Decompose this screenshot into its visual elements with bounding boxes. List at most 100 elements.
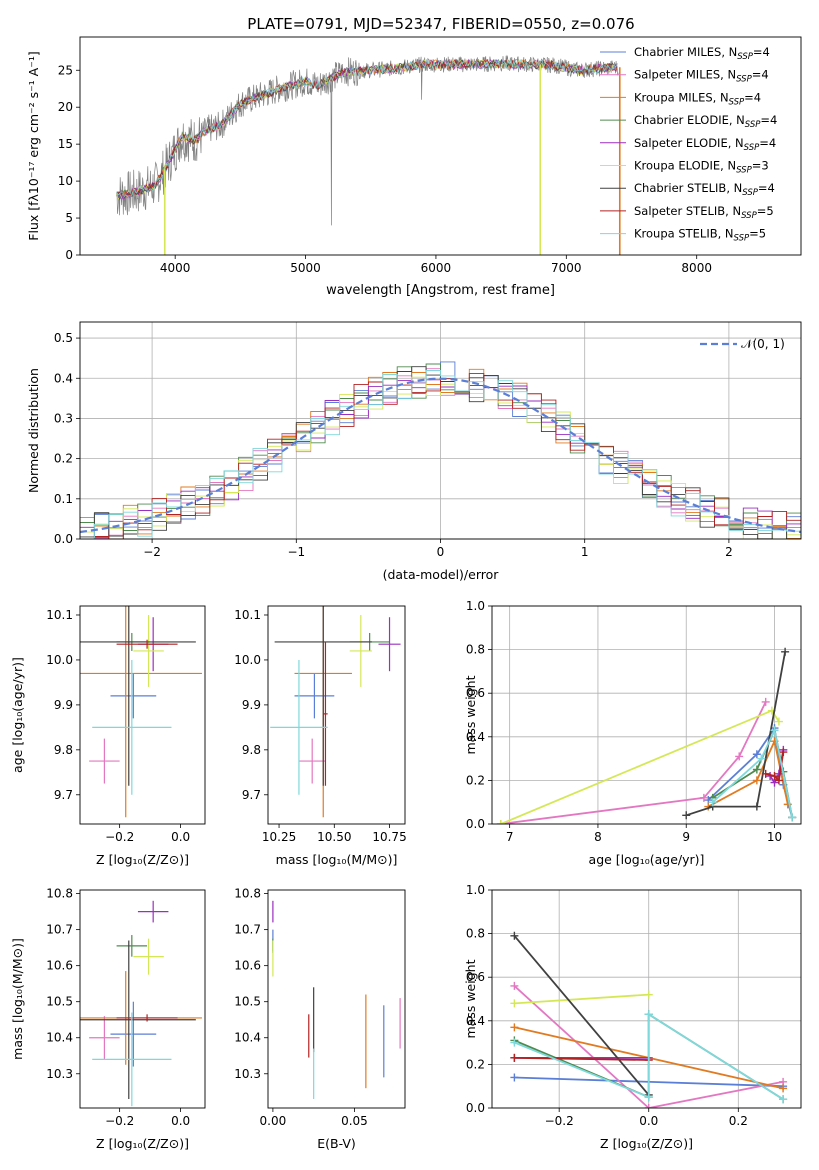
panel-frame	[267, 889, 406, 1109]
y-tick-label: 10.3	[234, 1067, 261, 1081]
weight-marker	[761, 697, 770, 706]
x-tick-label: −1	[287, 545, 305, 559]
legend-subscript: SSP	[741, 211, 757, 221]
x-axis-label: mass [log₁₀(M/M⊙)]	[276, 852, 398, 867]
x-tick-label: 9	[682, 830, 690, 844]
weight-marker	[752, 765, 761, 774]
legend-count: =3	[752, 159, 769, 173]
x-tick-label: −2	[143, 545, 161, 559]
legend-entry: Chabrier STELIB, NSSP=4	[634, 181, 775, 198]
x-tick-label: 0.2	[729, 1114, 748, 1128]
y-tick-label: 10.1	[234, 608, 261, 622]
y-axis-label: Normed distribution	[26, 368, 41, 493]
x-tick-label: 0.0	[639, 1114, 658, 1128]
y-tick-label: 10.3	[46, 1067, 73, 1081]
x-tick-label: 5000	[290, 261, 321, 275]
weight-marker	[757, 754, 766, 763]
x-tick-label: 10	[767, 830, 782, 844]
y-tick-label: 10.7	[46, 923, 73, 937]
weight-marker	[752, 750, 761, 759]
weight-line	[513, 935, 650, 1096]
y-tick-label: 0.4	[54, 371, 73, 385]
x-tick-label: 8	[594, 830, 602, 844]
y-tick-label: 0.4	[466, 1014, 485, 1028]
plot-area	[272, 900, 401, 1099]
weight-marker	[644, 990, 653, 999]
weight-line	[514, 993, 649, 1005]
x-tick-label: 7	[506, 830, 514, 844]
y-tick-label: 0.6	[466, 970, 485, 984]
legend-entry: Salpeter ELODIE, NSSP=4	[634, 136, 776, 153]
y-tick-label: 1.0	[466, 599, 485, 613]
weight-line	[514, 1012, 784, 1101]
y-tick-label: 10.6	[234, 959, 261, 973]
weight-marker	[770, 726, 779, 735]
y-tick-label: 10.8	[234, 887, 261, 901]
y-axis-label: Flux [fλ10⁻¹⁷ erg cm⁻² s⁻¹ A⁻¹]	[26, 51, 41, 240]
x-tick-label: 0.0	[171, 830, 190, 844]
y-tick-label: 9.7	[54, 788, 73, 802]
panel-frame	[79, 36, 802, 256]
legend-subscript: SSP	[745, 120, 761, 130]
panel-frame	[79, 889, 206, 1109]
legend-entry: Kroupa ELODIE, NSSP=3	[634, 159, 769, 176]
x-tick-label: 10.75	[372, 830, 406, 844]
x-axis-label: Z [log₁₀(Z/Z⊙)]	[96, 1136, 189, 1151]
plot-area	[116, 54, 621, 255]
x-tick-label: 2	[725, 545, 733, 559]
y-tick-label: 10	[58, 174, 73, 188]
y-tick-label: 15	[58, 137, 73, 151]
y-tick-label: 9.8	[54, 743, 73, 757]
weight-marker	[788, 813, 797, 822]
y-tick-label: 0.4	[466, 730, 485, 744]
legend-entry: Chabrier ELODIE, NSSP=4	[634, 113, 777, 130]
x-tick-label: 0.00	[260, 1114, 287, 1128]
weight-marker	[644, 1104, 653, 1108]
y-tick-label: 10.0	[46, 653, 73, 667]
x-tick-label: 8000	[681, 261, 712, 275]
legend-count: =5	[757, 204, 774, 218]
legend-count: =5	[749, 227, 766, 241]
legend-count: =4	[753, 45, 770, 59]
panel-frame	[491, 605, 802, 825]
weight-line	[685, 651, 786, 817]
panel-weight-vs-Z: −0.2 0.0 0.2 0.0 0.2 0.4 0.6 0.8 1.0 Z [log₁₀(Z/Z…	[463, 883, 802, 1151]
weight-marker	[510, 1073, 519, 1082]
y-axis-label: age [log₁₀(age/yr)]	[10, 657, 25, 773]
y-tick-label: 0.8	[466, 643, 485, 657]
weight-marker	[708, 798, 717, 807]
y-tick-label: 20	[58, 100, 73, 114]
weight-marker	[752, 776, 761, 785]
y-tick-label: 0.8	[466, 927, 485, 941]
weight-marker	[699, 793, 708, 802]
weight-marker	[761, 769, 770, 778]
legend-count: =4	[752, 68, 769, 82]
weight-marker	[510, 981, 519, 990]
legend-subscript: SSP	[737, 52, 753, 62]
weight-line	[513, 985, 784, 1108]
y-tick-label: 0.6	[466, 686, 485, 700]
y-tick-label: 0.0	[466, 1101, 485, 1115]
y-tick-label: 9.9	[242, 698, 261, 712]
panel-frame	[491, 889, 802, 1109]
y-axis-label: mass weight	[463, 675, 478, 754]
weight-marker	[496, 820, 505, 824]
y-tick-label: 0.2	[466, 773, 485, 787]
x-tick-label: 0	[437, 545, 445, 559]
y-tick-label: 5	[65, 211, 73, 225]
weight-line	[712, 727, 794, 818]
y-tick-label: 10.7	[234, 923, 261, 937]
figure-title: PLATE=0791, MJD=52347, FIBERID=0550, z=0…	[247, 15, 634, 33]
legend-subscript: SSP	[736, 166, 752, 176]
panel-age-vs-mass: 10.25 10.50 10.75 9.7 9.8 9.9 10.0 10.1 mass [lo…	[234, 605, 407, 867]
y-tick-label: 9.7	[242, 788, 261, 802]
y-tick-label: 1.0	[466, 883, 485, 897]
weight-marker	[644, 1093, 653, 1102]
y-tick-label: 0.1	[54, 492, 73, 506]
y-tick-label: 10.1	[46, 608, 73, 622]
x-axis-label: (data-model)/error	[383, 567, 500, 582]
spectrum-model-line	[116, 58, 618, 198]
x-axis-label: wavelength [Angstrom, rest frame]	[326, 283, 555, 298]
